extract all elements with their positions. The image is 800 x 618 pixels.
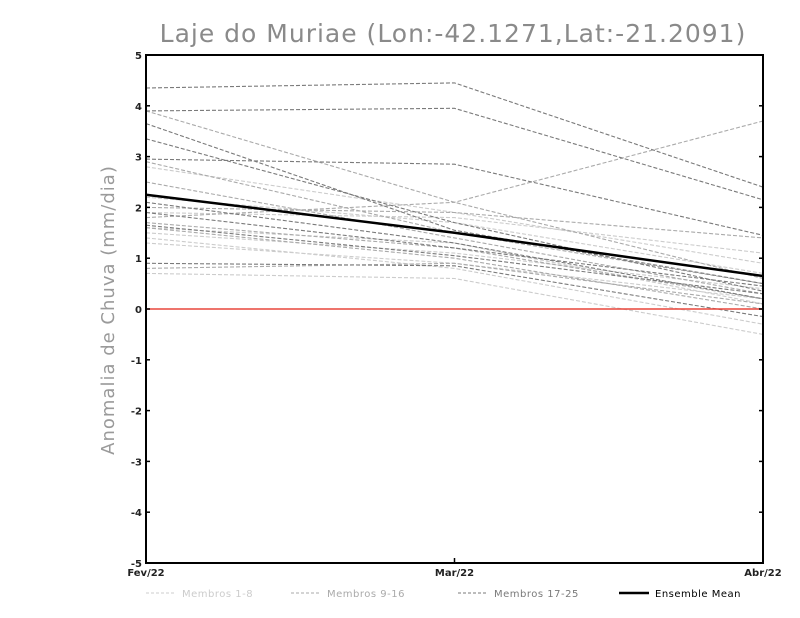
- y-tick-label: -1: [131, 356, 142, 367]
- member-line-18: [145, 107, 764, 201]
- x-tick-label: Abr/22: [744, 568, 781, 579]
- chart-title: Laje do Muriae (Lon:-42.1271,Lat:-21.209…: [160, 19, 747, 48]
- member-line-7: [145, 227, 764, 305]
- legend-label-3: Membros 17-25: [494, 589, 579, 600]
- x-tick-label: Mar/22: [435, 568, 474, 579]
- member-line-24: [145, 262, 764, 318]
- ensemble-mean-line: [145, 193, 764, 278]
- member-line-14: [145, 262, 764, 305]
- y-tick-label: -4: [131, 508, 142, 519]
- member-line-3: [145, 232, 764, 290]
- y-tick-label: 5: [135, 51, 142, 62]
- member-line-25: [145, 224, 764, 295]
- y-tick-label: -3: [131, 457, 142, 468]
- y-tick-label: -2: [131, 407, 142, 418]
- member-line-16: [145, 206, 764, 239]
- legend-label-4: Ensemble Mean: [655, 589, 741, 600]
- y-tick-label: 4: [135, 102, 142, 113]
- y-tick-label: 0: [135, 305, 142, 316]
- member-line-6: [145, 211, 764, 254]
- member-line-10: [145, 161, 764, 285]
- y-tick-label: -5: [131, 559, 142, 570]
- member-line-20: [145, 138, 764, 292]
- member-line-15: [145, 227, 764, 310]
- series-lines: [145, 82, 764, 335]
- x-axis-ticks: Fev/22 Mar/22 Abr/22: [127, 558, 782, 579]
- member-line-12: [145, 120, 764, 219]
- member-line-11: [145, 181, 764, 295]
- legend-label-2: Membros 9-16: [327, 589, 405, 600]
- x-tick-label: Fev/22: [127, 568, 164, 579]
- y-tick-label: 3: [135, 153, 142, 164]
- y-axis-label: Anomalia de Chuva (mm/dia): [98, 165, 119, 455]
- member-line-13: [145, 222, 764, 300]
- legend-label-1: Membros 1-8: [182, 589, 253, 600]
- member-line-21: [145, 158, 764, 236]
- y-tick-label: 1: [135, 254, 142, 265]
- member-line-23: [145, 211, 764, 287]
- member-line-1: [145, 166, 764, 264]
- y-axis-ticks: 5 4 3 2 1 0 -1 -2 -3 -4 -5: [131, 51, 763, 570]
- member-line-19: [145, 123, 764, 285]
- y-tick-label: 2: [135, 203, 142, 214]
- legend: Membros 1-8 Membros 9-16 Membros 17-25 Ense…: [146, 589, 741, 600]
- member-line-5: [145, 272, 764, 335]
- member-line-17: [145, 82, 764, 188]
- member-line-8: [145, 237, 764, 325]
- member-line-22: [145, 201, 764, 300]
